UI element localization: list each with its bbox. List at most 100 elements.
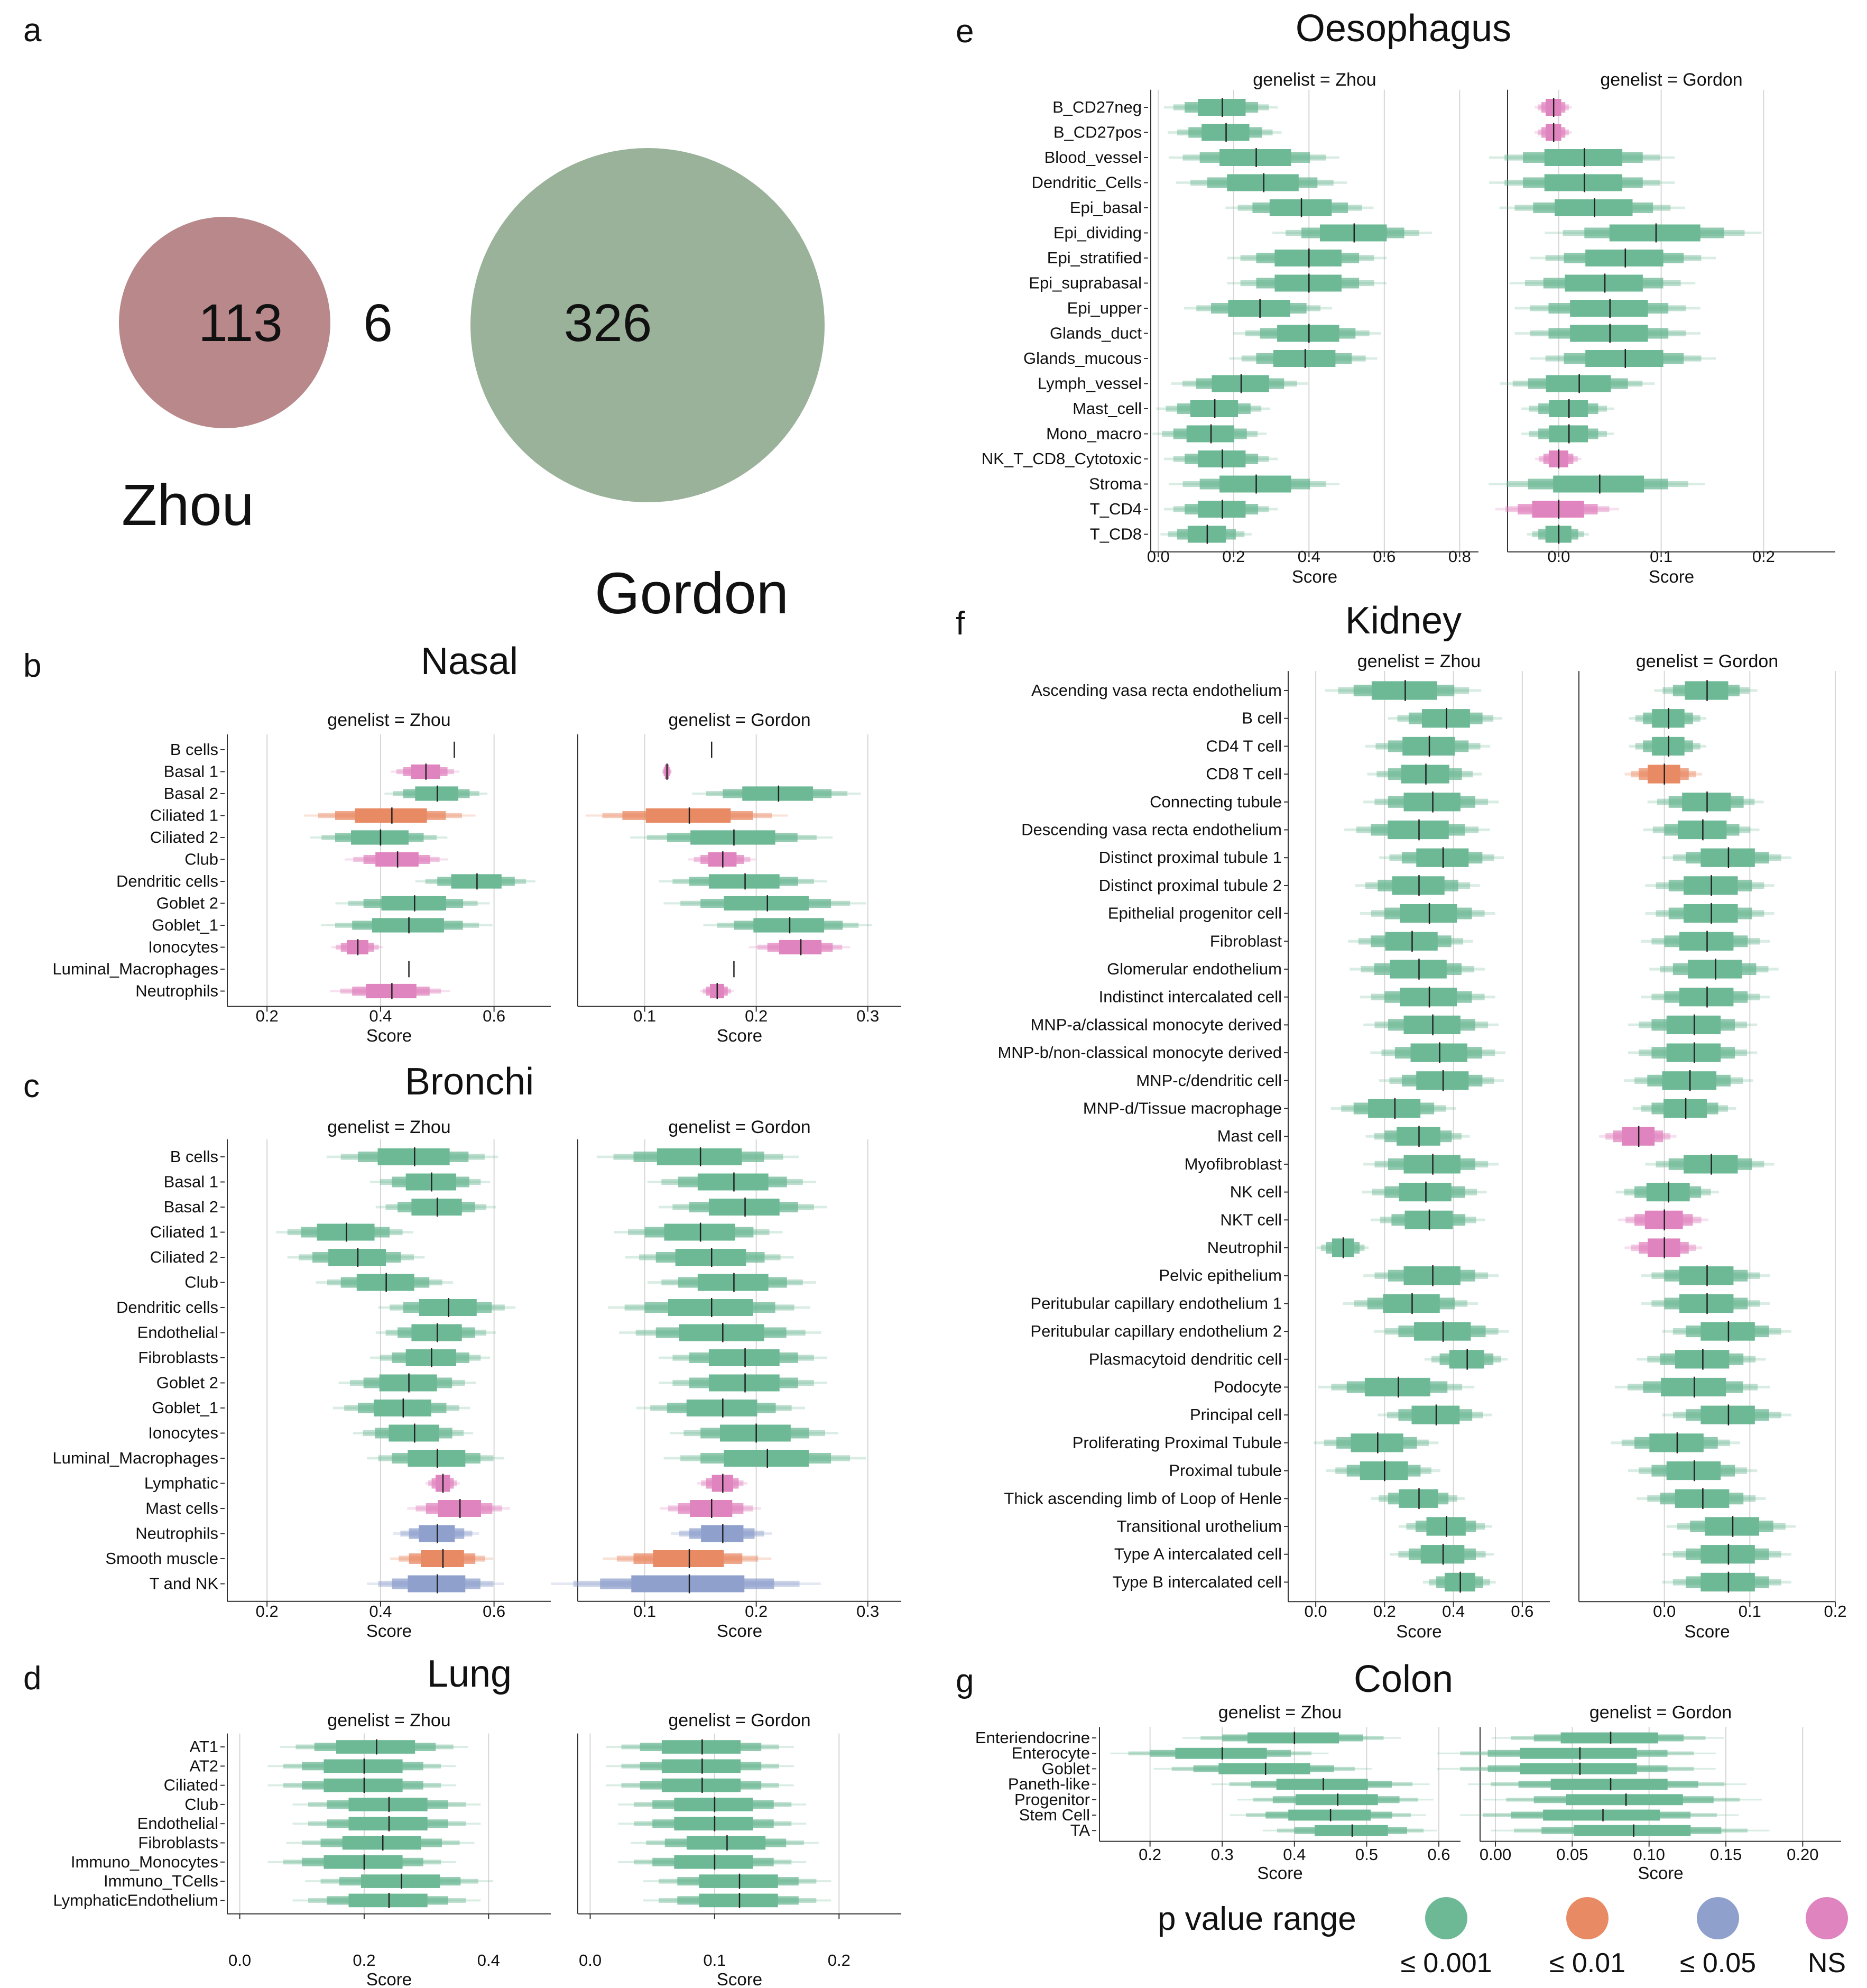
letter-value-mark: [367, 1574, 504, 1594]
letter-value-box: [361, 1874, 440, 1888]
category-label: Fibroblast: [1210, 932, 1282, 950]
letter-value-mark: [1641, 1265, 1770, 1286]
letter-value-mark: [390, 1549, 493, 1568]
letter-value-mark: [647, 1273, 816, 1292]
letter-value-mark: [1168, 148, 1339, 167]
x-tick-label: 0.2: [256, 1602, 279, 1621]
legend-label-ns: NS: [1808, 1948, 1846, 1978]
letter-value-mark: [1110, 1747, 1329, 1760]
letter-value-mark: [1615, 1181, 1719, 1203]
category-label: Endothelial: [137, 1814, 218, 1833]
category-label: Descending vasa recta endothelium: [1021, 821, 1282, 839]
letter-value-box: [1662, 1071, 1717, 1090]
letter-value-mark: [326, 1147, 498, 1166]
letter-value-mark: [393, 1524, 479, 1543]
x-axis-label: Score: [1649, 567, 1694, 586]
letter-value-mark: [1628, 1042, 1758, 1063]
letter-value-box: [697, 1274, 769, 1291]
category-label: Goblet 2: [156, 894, 218, 913]
letter-value-mark: [1365, 1126, 1470, 1147]
letter-value-box: [328, 1249, 386, 1266]
category-label: AT2: [189, 1756, 218, 1775]
letter-value-mark: [631, 1835, 819, 1851]
letter-value-box: [708, 1199, 780, 1216]
category-label: Ciliated 1: [150, 1223, 218, 1241]
letter-value-mark: [1662, 1404, 1791, 1425]
category-label: Lymph_vessel: [1038, 374, 1142, 393]
category-label: Goblet: [1042, 1759, 1090, 1778]
facet-title: genelist = Zhou: [327, 1117, 450, 1137]
facet-title: genelist = Zhou: [1357, 651, 1481, 671]
x-tick-label: 0.6: [483, 1602, 505, 1621]
letter-value-box: [1679, 932, 1734, 951]
letter-value-mark: [1489, 173, 1675, 192]
letter-value-mark: [1535, 123, 1572, 142]
letter-value-box: [317, 1223, 375, 1241]
category-label: Fibroblasts: [138, 1348, 218, 1367]
category-label: Lymphatic: [144, 1474, 218, 1493]
letter-value-mark: [1641, 986, 1770, 1008]
letter-value-box: [1688, 960, 1742, 979]
x-tick-label: 0.4: [477, 1951, 500, 1969]
letter-value-box: [1269, 199, 1332, 216]
letter-value-mark: [1437, 1747, 1716, 1760]
letter-value-box: [374, 1400, 431, 1416]
category-label: Connecting tubule: [1150, 793, 1282, 811]
letter-value-box: [1666, 1043, 1721, 1062]
letter-value-mark: [1624, 763, 1703, 785]
category-label: Endothelial: [137, 1323, 218, 1342]
category-label: T_CD8: [1090, 525, 1142, 544]
x-tick-label: 0.8: [1448, 547, 1471, 566]
panel-title: Oesophagus: [1296, 7, 1511, 50]
letter-value-mark: [1643, 819, 1760, 841]
panel-label-d: d: [23, 1660, 41, 1697]
letter-value-plots: b Nasal B cells Basal 1 Basal 2 Ciliated 1 Cil…: [23, 7, 1847, 1988]
letter-value-mark: [1363, 791, 1499, 813]
letter-value-mark: [292, 1816, 481, 1831]
p-value-legend: p value range ≤ 0.001 ≤ 0.01 ≤ 0.05 NS: [1158, 1897, 1848, 1978]
letter-value-mark: [605, 1758, 794, 1774]
letter-value-box: [408, 1450, 466, 1467]
letter-value-box: [708, 1374, 780, 1392]
category-label: Distinct proximal tubule 1: [1099, 848, 1282, 867]
category-label: Glands_duct: [1050, 324, 1142, 343]
letter-value-box: [1666, 1015, 1721, 1034]
x-axis-label: Score: [366, 1621, 412, 1641]
letter-value-box: [1585, 350, 1663, 367]
facet-title: genelist = Zhou: [327, 710, 450, 730]
x-tick-label: 0.2: [1824, 1602, 1846, 1621]
category-label: Epi_suprabasal: [1029, 274, 1142, 292]
category-label: Progenitor: [1014, 1790, 1090, 1809]
letter-value-mark: [1500, 374, 1655, 393]
category-label: NKT cell: [1220, 1210, 1282, 1229]
letter-value-box: [1544, 149, 1623, 166]
letter-value-box: [708, 874, 780, 889]
letter-value-mark: [1509, 273, 1696, 293]
legend-swatch-p01: [1566, 1897, 1609, 1939]
panel-f: f Kidney Ascending vasa recta endothelium B…: [956, 600, 1847, 1641]
x-tick-label: 0.2: [256, 1007, 279, 1025]
letter-value-box: [1400, 988, 1457, 1007]
letter-value-mark: [1645, 903, 1774, 924]
letter-value-mark: [703, 917, 872, 934]
letter-value-box: [351, 830, 409, 845]
letter-value-box: [1371, 681, 1437, 700]
facet-title: genelist = Zhou: [1218, 1702, 1342, 1723]
letter-value-mark: [287, 1248, 425, 1267]
facet-title: genelist = Zhou: [1253, 70, 1376, 90]
letter-value-mark: [345, 851, 448, 868]
letter-value-box: [348, 1893, 428, 1908]
panel-c: c Bronchi B cells Basal 1 Basal 2 Ciliated 1 C…: [23, 1061, 901, 1641]
letter-value-mark: [1355, 875, 1480, 896]
letter-value-mark: [1163, 98, 1278, 117]
x-tick-label: 0.20: [1787, 1845, 1818, 1864]
letter-value-mark: [1365, 735, 1491, 757]
x-tick-label: 0.6: [1373, 547, 1395, 566]
x-tick-label: 0.0: [228, 1951, 251, 1969]
category-label: CD4 T cell: [1206, 737, 1282, 755]
letter-value-mark: [330, 983, 451, 999]
letter-value-box: [1385, 932, 1438, 951]
letter-value-mark: [335, 895, 490, 912]
x-tick-label: 0.4: [369, 1602, 392, 1621]
letter-value-box: [708, 1349, 780, 1366]
